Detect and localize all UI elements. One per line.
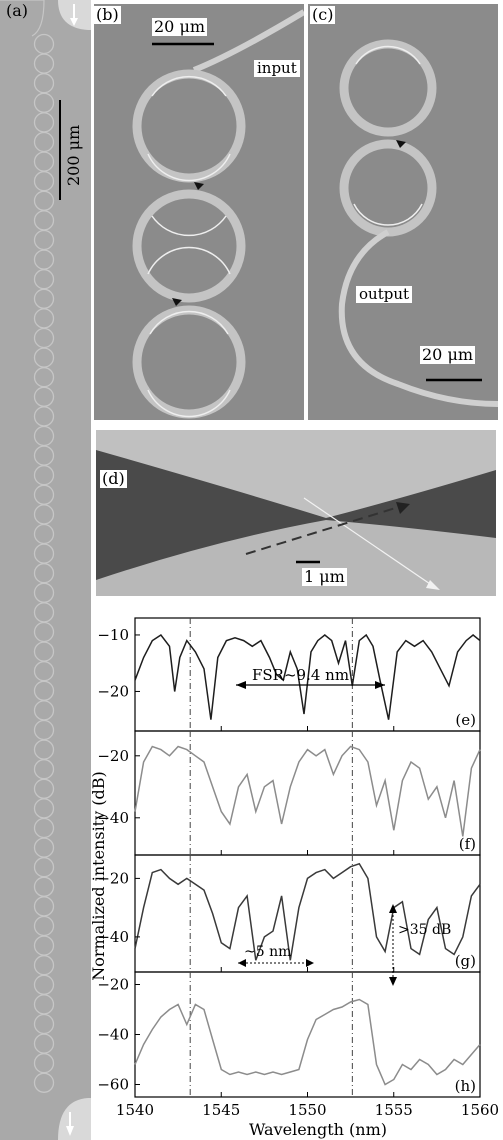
subplot-label: (h) xyxy=(455,1077,476,1095)
spectrum-line xyxy=(134,745,481,837)
panel-label: (d) xyxy=(100,469,127,488)
spectrum-line xyxy=(134,998,481,1086)
x-tick-label: 1560 xyxy=(461,1101,499,1119)
subplot-label: (e) xyxy=(455,711,476,729)
subplot-label: (f) xyxy=(459,835,476,853)
arrow-down-icon xyxy=(66,1126,74,1136)
y-tick-label: −40 xyxy=(97,809,129,827)
subplots: −10 −20 (e) −20 −40 (f) −20 −40 (g) −20 −40 −60 (h) 1… xyxy=(97,617,499,1119)
y-tick-label: −20 xyxy=(97,869,129,887)
plot-frame xyxy=(134,971,481,1098)
x-axis-label: Wavelength (nm) xyxy=(249,1120,387,1139)
input-label: input xyxy=(254,60,300,77)
spectrum-line xyxy=(134,862,481,961)
x-tick-label: 1550 xyxy=(288,1101,326,1119)
x-tick-label: 1545 xyxy=(202,1101,240,1119)
y-tick-label: −60 xyxy=(97,1076,129,1094)
subplot-h: −20 −40 −60 (h) xyxy=(97,971,481,1098)
ring xyxy=(33,1072,55,1093)
y-tick-label: −20 xyxy=(97,976,129,994)
y-axis-label: Normalized intensity (dB) xyxy=(89,771,108,980)
scale-label: 20 μm xyxy=(420,345,476,364)
ring-chain-image xyxy=(0,0,91,1140)
subplot-e: −10 −20 (e) xyxy=(97,617,481,732)
panel-label: (a) xyxy=(6,1,29,20)
spectrum-line xyxy=(134,633,481,720)
y-tick-label: −20 xyxy=(97,747,129,765)
panel-label: (c) xyxy=(310,5,336,24)
panel-c: (c) output 20 μm xyxy=(308,4,498,420)
scale-label: 200 μm xyxy=(64,124,83,186)
y-tick-label: −10 xyxy=(97,626,129,644)
subplot-f: −20 −40 (f) xyxy=(97,730,481,856)
extinction-annotation: >35 dB xyxy=(398,922,451,938)
bandwidth-annotation: ~5 nm xyxy=(244,944,291,960)
y-tick-label: −40 xyxy=(97,928,129,946)
y-tick-label: −40 xyxy=(97,1026,129,1044)
panel-b: (b) 20 μm input xyxy=(94,4,304,420)
subplot-label: (g) xyxy=(455,952,476,970)
annotations: FSR~9.4 nm ~5 nm >35 dB xyxy=(236,666,451,986)
y-tick-label: −20 xyxy=(97,682,129,700)
plot-frame xyxy=(134,854,481,973)
panel-label: (b) xyxy=(94,5,121,24)
arrow-down-icon xyxy=(70,18,78,26)
output-label: output xyxy=(356,286,413,303)
panel-a: (a) 200 μm xyxy=(0,0,91,1140)
output-bus-waveguide xyxy=(58,1098,91,1140)
x-tick-label: 1555 xyxy=(375,1101,413,1119)
ring-chain xyxy=(33,33,55,1093)
sem-image-d xyxy=(96,430,496,596)
scale-label: 1 μm xyxy=(302,567,347,586)
fsr-annotation: FSR~9.4 nm xyxy=(252,666,349,684)
scale-label: 20 μm xyxy=(152,17,208,36)
x-tick-label: 1540 xyxy=(116,1101,154,1119)
transmission-spectra-chart: Normalized intensity (dB) Wavelength (nm… xyxy=(89,617,499,1139)
panel-d: (d) 1 μm xyxy=(96,430,496,596)
